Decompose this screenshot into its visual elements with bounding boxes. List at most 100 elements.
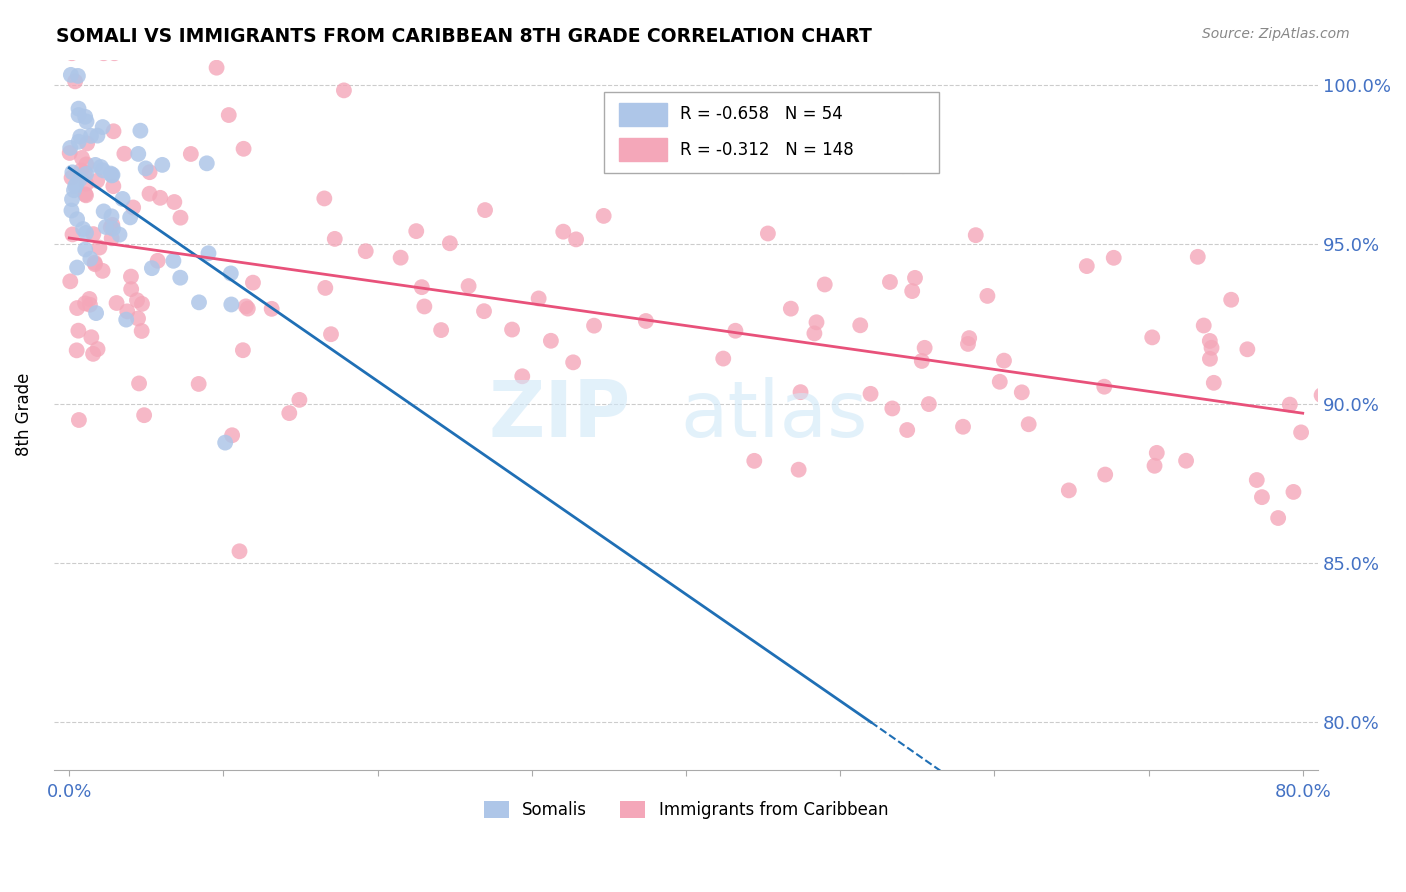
- Point: [221, 428, 243, 442]
- Point: [67, 324, 90, 338]
- Text: Source: ZipAtlas.com: Source: ZipAtlas.com: [1202, 27, 1350, 41]
- Point: [180, 147, 202, 161]
- Point: [540, 334, 562, 348]
- Point: [323, 232, 346, 246]
- Point: [891, 159, 914, 173]
- Text: 0.0%: 0.0%: [46, 783, 91, 801]
- Point: [149, 191, 172, 205]
- Point: [100, 209, 122, 223]
- Point: [205, 61, 228, 75]
- Point: [79, 252, 101, 266]
- Point: [93, 204, 115, 219]
- Point: [1236, 343, 1258, 357]
- Point: [66, 69, 89, 83]
- Point: [127, 311, 149, 326]
- Point: [976, 289, 998, 303]
- Point: [849, 318, 872, 333]
- Point: [66, 260, 89, 275]
- Point: [72, 222, 94, 236]
- Point: [583, 318, 606, 333]
- Point: [169, 211, 191, 225]
- Point: [1289, 425, 1312, 440]
- Point: [957, 331, 980, 345]
- Point: [789, 385, 811, 400]
- Point: [354, 244, 377, 259]
- Point: [100, 169, 122, 183]
- Point: [457, 279, 479, 293]
- Point: [779, 301, 801, 316]
- Point: [787, 463, 810, 477]
- Point: [59, 145, 82, 160]
- Point: [187, 376, 209, 391]
- Point: [59, 274, 82, 288]
- Point: [162, 253, 184, 268]
- Point: [1094, 467, 1116, 482]
- Point: [75, 167, 97, 181]
- Point: [1102, 251, 1125, 265]
- Point: [67, 413, 90, 427]
- Point: [911, 354, 934, 368]
- Point: [221, 297, 243, 311]
- Point: [131, 297, 153, 311]
- Point: [965, 228, 987, 243]
- Point: [138, 165, 160, 179]
- Point: [75, 188, 97, 202]
- Point: [879, 275, 901, 289]
- Bar: [619, 138, 666, 161]
- Point: [235, 299, 257, 313]
- Point: [117, 304, 139, 318]
- Point: [882, 401, 904, 416]
- Point: [724, 324, 747, 338]
- Point: [75, 226, 97, 240]
- Point: [70, 151, 93, 165]
- Point: [62, 227, 84, 242]
- Point: [105, 296, 128, 310]
- Point: [1282, 484, 1305, 499]
- Point: [1201, 341, 1223, 355]
- Point: [150, 158, 173, 172]
- Point: [125, 293, 148, 308]
- Point: [562, 355, 585, 369]
- Point: [314, 191, 336, 205]
- Point: [389, 251, 412, 265]
- Point: [60, 165, 83, 179]
- Point: [242, 276, 264, 290]
- Point: [904, 271, 927, 285]
- Point: [138, 186, 160, 201]
- Point: [131, 324, 153, 338]
- Point: [79, 292, 101, 306]
- Point: [188, 295, 211, 310]
- Point: [75, 157, 97, 171]
- Point: [1220, 293, 1243, 307]
- Point: [430, 323, 453, 337]
- Text: atlas: atlas: [681, 376, 869, 453]
- Point: [1187, 250, 1209, 264]
- Point: [956, 337, 979, 351]
- Point: [278, 406, 301, 420]
- Point: [89, 241, 111, 255]
- Point: [260, 301, 283, 316]
- Point: [1192, 318, 1215, 333]
- Point: [214, 435, 236, 450]
- Point: [288, 392, 311, 407]
- Point: [75, 187, 97, 202]
- Point: [1092, 380, 1115, 394]
- Point: [65, 179, 87, 194]
- Point: [232, 343, 254, 358]
- Point: [101, 218, 124, 232]
- Text: 80.0%: 80.0%: [1274, 783, 1331, 801]
- Point: [120, 211, 142, 225]
- Point: [70, 163, 93, 178]
- Point: [84, 257, 107, 271]
- Point: [60, 203, 83, 218]
- Point: [84, 158, 107, 172]
- Point: [84, 306, 107, 320]
- Point: [111, 192, 134, 206]
- Point: [565, 232, 588, 246]
- Point: [76, 136, 98, 151]
- Point: [236, 301, 259, 316]
- Point: [1142, 330, 1164, 344]
- Point: [60, 192, 83, 206]
- Point: [219, 267, 242, 281]
- Point: [1310, 388, 1333, 402]
